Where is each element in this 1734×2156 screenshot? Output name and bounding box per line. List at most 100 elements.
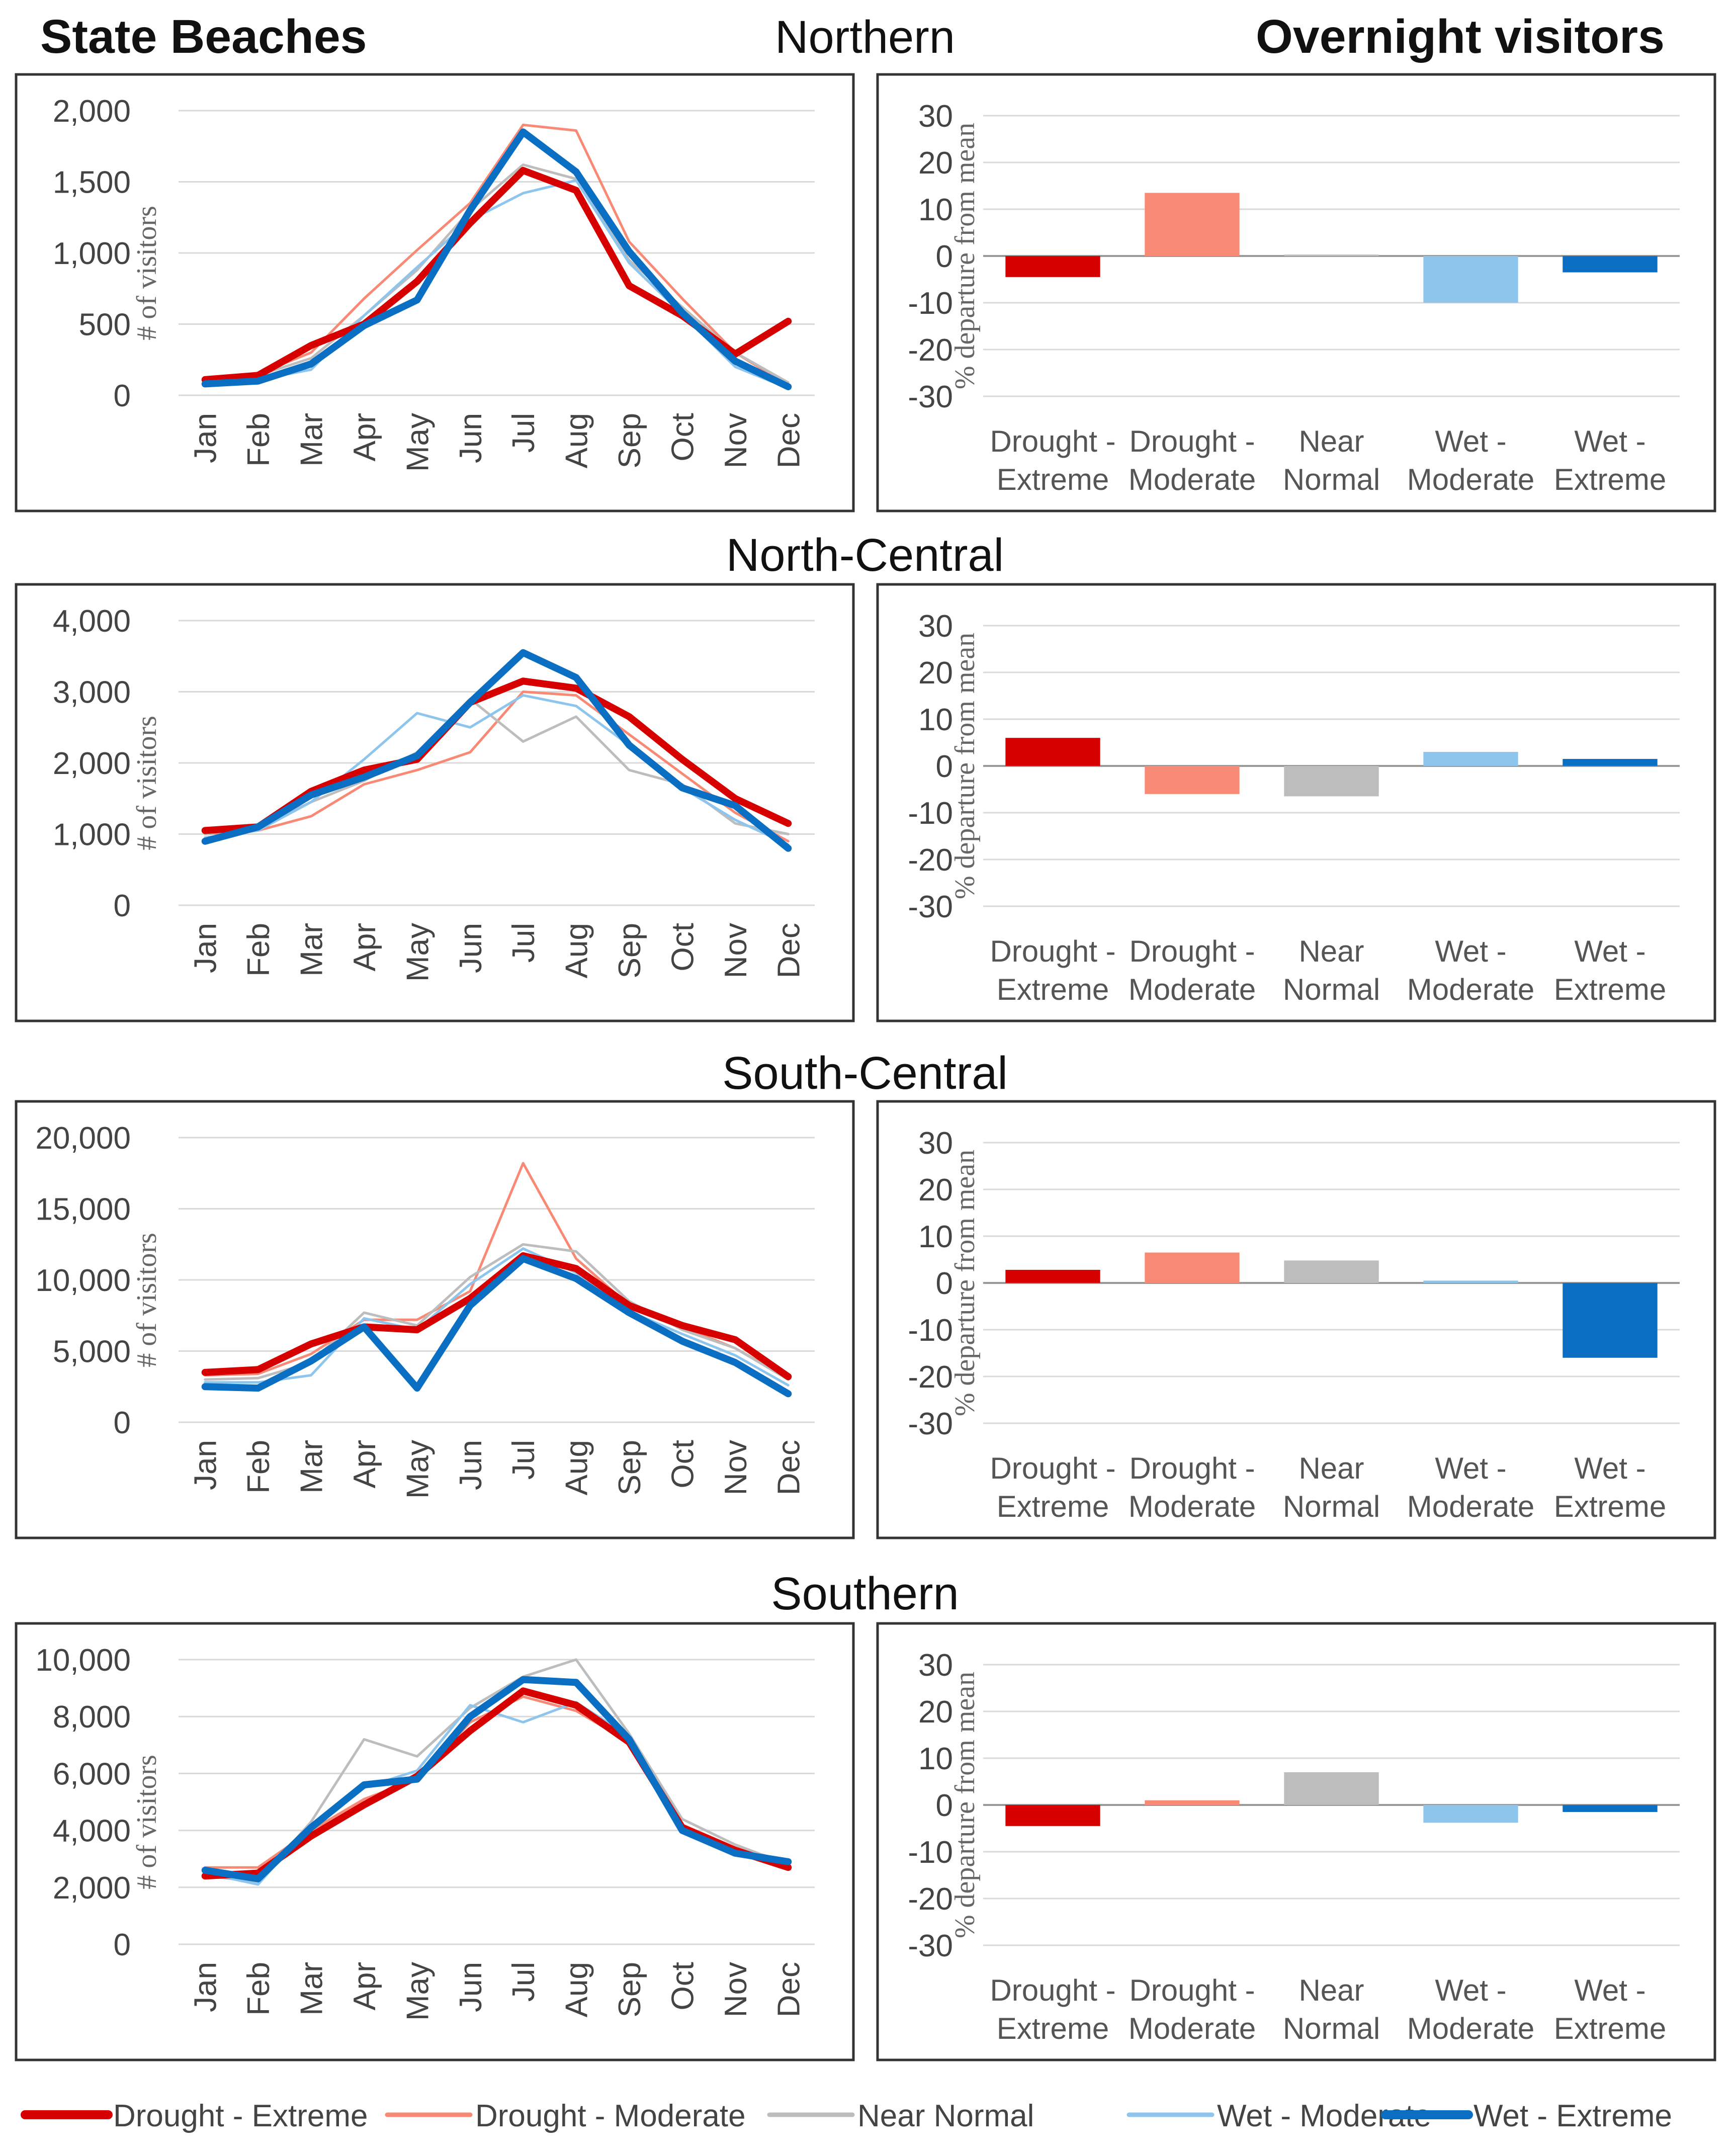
bar-ytick-label: 0 bbox=[936, 1788, 953, 1823]
bar-chart-frame bbox=[876, 1622, 1716, 2061]
line-xtick-label: Sep bbox=[613, 1962, 647, 2017]
line-ytick-label: 0 bbox=[114, 1406, 131, 1440]
bar-category-label: Extreme bbox=[1554, 463, 1666, 496]
bar-ylabel: % departure from mean bbox=[949, 1150, 981, 1416]
bar-ytick-label: 20 bbox=[918, 656, 953, 691]
bar-category-label: Extreme bbox=[997, 973, 1109, 1006]
bar-category-label: Extreme bbox=[997, 2012, 1109, 2045]
bar-category-label: Wet - bbox=[1574, 424, 1645, 458]
bar-near-normal bbox=[1284, 1772, 1379, 1805]
line-xtick-label: Aug bbox=[560, 1440, 594, 1495]
line-xtick-label: Feb bbox=[241, 1440, 276, 1494]
bar-category-label: Drought - bbox=[990, 1973, 1115, 2007]
bar-ytick-label: 20 bbox=[918, 1173, 953, 1208]
bar-chart-frame bbox=[876, 73, 1716, 512]
line-ytick-label: 8,000 bbox=[53, 1700, 131, 1735]
series-line-wet-extreme bbox=[201, 1676, 792, 1882]
line-xtick-label: Mar bbox=[295, 923, 329, 977]
bar-wet-extreme bbox=[1563, 1283, 1658, 1358]
line-xtick-label: May bbox=[400, 1440, 435, 1499]
legend-item-wet-extreme: Wet - Extreme bbox=[1381, 2099, 1672, 2133]
bar-drought-extreme bbox=[1005, 1805, 1100, 1826]
line-chart-frame bbox=[15, 73, 855, 512]
line-ytick-label: 2,000 bbox=[53, 1871, 131, 1906]
bar-category-label: Near bbox=[1298, 934, 1364, 968]
line-xtick-label: Sep bbox=[613, 1440, 647, 1495]
line-ytick-label: 10,000 bbox=[35, 1643, 131, 1678]
bar-drought-moderate bbox=[1145, 766, 1240, 794]
legend-label: Wet - Extreme bbox=[1473, 2099, 1672, 2133]
line-ytick-label: 2,000 bbox=[53, 94, 131, 129]
bar-wet-extreme bbox=[1563, 759, 1658, 766]
bar-drought-extreme bbox=[1005, 738, 1100, 766]
bar-category-label: Normal bbox=[1283, 463, 1380, 496]
series-line-near-normal bbox=[204, 163, 790, 384]
line-xtick-label: Oct bbox=[665, 1962, 700, 2010]
bar-ylabel: % departure from mean bbox=[949, 123, 981, 389]
bar-wet-extreme bbox=[1563, 256, 1658, 273]
line-ytick-label: 5,000 bbox=[53, 1335, 131, 1369]
line-xtick-label: Feb bbox=[241, 1962, 276, 2016]
line-xtick-label: Apr bbox=[348, 1440, 382, 1488]
line-ytick-label: 6,000 bbox=[53, 1757, 131, 1791]
bar-ytick-label: -20 bbox=[908, 1882, 953, 1917]
bar-category-label: Normal bbox=[1283, 1490, 1380, 1523]
bar-ytick-label: 30 bbox=[918, 609, 953, 644]
legend-item-near-normal: Near Normal bbox=[767, 2099, 1034, 2133]
bar-wet-moderate bbox=[1423, 752, 1518, 766]
region-title: North-Central bbox=[726, 530, 1004, 581]
line-chart-frame bbox=[15, 583, 855, 1022]
bar-wet-extreme bbox=[1563, 1805, 1658, 1812]
bar-category-label: Wet - bbox=[1435, 934, 1506, 968]
bar-ytick-label: 30 bbox=[918, 99, 953, 134]
bar-category-label: Moderate bbox=[1129, 973, 1256, 1006]
region-title: Southern bbox=[771, 1568, 959, 1619]
line-ylabel: # of visitors bbox=[131, 206, 162, 340]
legend: Drought - Extreme Drought - Moderate Near … bbox=[21, 2099, 1672, 2133]
bar-category-label: Moderate bbox=[1407, 1490, 1534, 1523]
bar-near-normal bbox=[1284, 766, 1379, 797]
bar-ytick-label: 20 bbox=[918, 1695, 953, 1730]
line-xtick-label: Jun bbox=[454, 923, 488, 973]
line-xtick-label: Feb bbox=[241, 413, 276, 467]
bar-category-label: Near bbox=[1298, 1451, 1364, 1485]
legend-item-drought-extreme: Drought - Extreme bbox=[21, 2099, 368, 2133]
line-ytick-label: 2,000 bbox=[53, 746, 131, 781]
bar-category-label: Normal bbox=[1283, 973, 1380, 1006]
bar-category-label: Moderate bbox=[1129, 463, 1256, 496]
line-xtick-label: Sep bbox=[613, 923, 647, 978]
bar-wet-moderate bbox=[1423, 1280, 1518, 1283]
bar-ytick-label: 0 bbox=[936, 749, 953, 784]
region-title: Northern bbox=[775, 12, 955, 63]
line-xtick-label: Jun bbox=[454, 1440, 488, 1490]
line-ytick-label: 4,000 bbox=[53, 604, 131, 639]
line-xtick-label: Jan bbox=[189, 413, 223, 463]
series-line-wet-moderate bbox=[204, 1247, 790, 1387]
line-xtick-label: Nov bbox=[719, 1440, 753, 1495]
line-xtick-label: Jul bbox=[506, 923, 541, 963]
bar-ytick-label: 0 bbox=[936, 239, 953, 274]
bar-drought-extreme bbox=[1005, 1269, 1100, 1283]
bar-category-label: Drought - bbox=[1129, 934, 1255, 968]
line-ytick-label: 0 bbox=[114, 379, 131, 413]
bar-ytick-label: -20 bbox=[908, 333, 953, 368]
series-line-wet-extreme bbox=[201, 128, 792, 390]
bar-category-label: Near bbox=[1298, 424, 1364, 458]
bar-category-label: Wet - bbox=[1435, 1973, 1506, 2007]
line-ytick-label: 15,000 bbox=[35, 1192, 131, 1227]
bar-category-label: Drought - bbox=[990, 1451, 1115, 1485]
bar-category-label: Extreme bbox=[1554, 973, 1666, 1006]
line-xtick-label: Feb bbox=[241, 923, 276, 977]
bar-ytick-label: 10 bbox=[918, 1742, 953, 1776]
bar-category-label: Moderate bbox=[1129, 2012, 1256, 2045]
legend-label: Drought - Moderate bbox=[475, 2099, 746, 2133]
bar-ytick-label: -20 bbox=[908, 1360, 953, 1395]
line-xtick-label: Jun bbox=[454, 1962, 488, 2012]
line-ytick-label: 1,500 bbox=[53, 165, 131, 200]
line-ylabel: # of visitors bbox=[131, 1755, 162, 1889]
line-xtick-label: May bbox=[400, 1962, 435, 2021]
region-north-central: North-Central 0 1,000 2,000 3,000 4,000 # of v… bbox=[15, 530, 1716, 1022]
line-xtick-label: Jul bbox=[506, 413, 541, 453]
bar-near-normal bbox=[1284, 254, 1379, 256]
bar-near-normal bbox=[1284, 1260, 1379, 1283]
